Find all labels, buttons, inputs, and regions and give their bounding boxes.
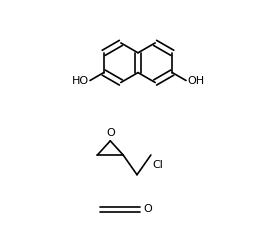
Text: Cl: Cl — [153, 160, 164, 170]
Text: HO: HO — [72, 76, 89, 85]
Text: O: O — [106, 128, 115, 138]
Text: OH: OH — [187, 76, 204, 85]
Text: O: O — [143, 204, 152, 214]
